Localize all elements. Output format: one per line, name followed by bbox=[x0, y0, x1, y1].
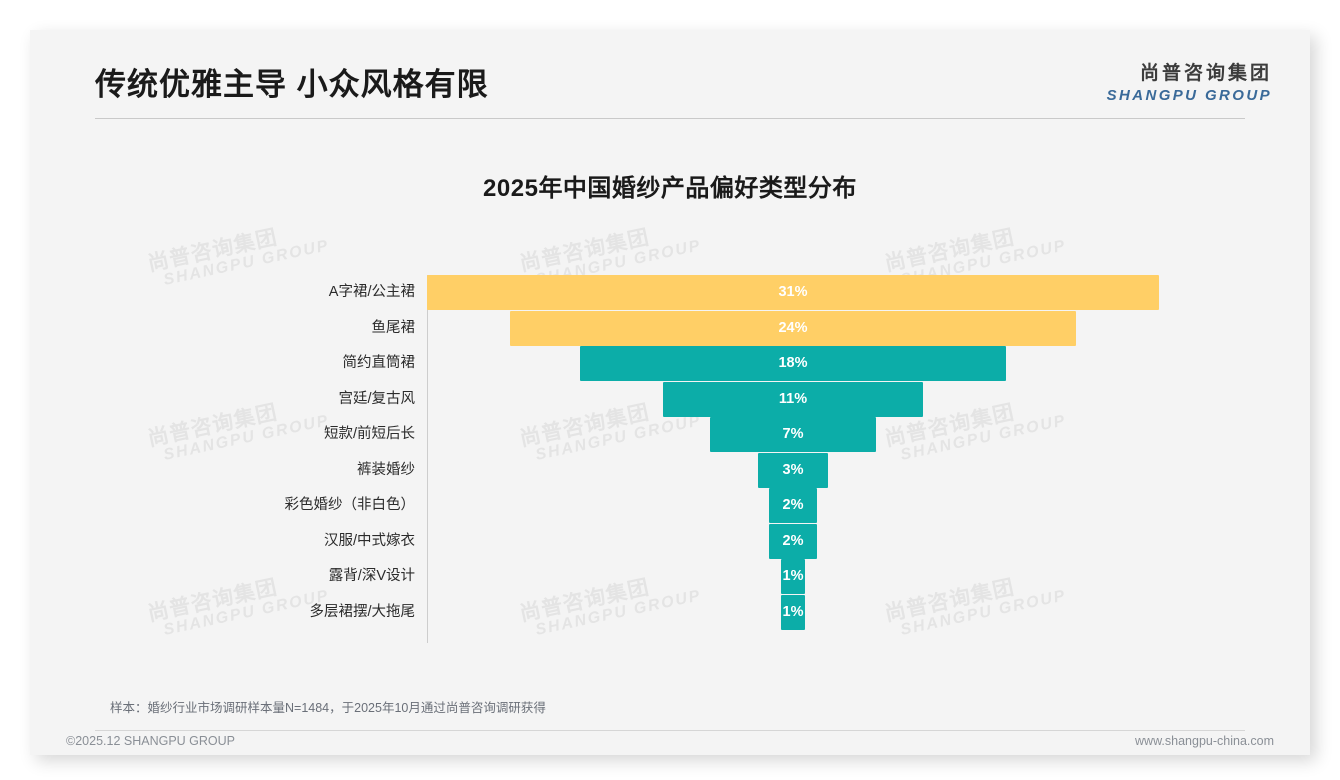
category-label: 露背/深V设计 bbox=[328, 568, 415, 584]
bar-value-label: 31% bbox=[778, 284, 808, 300]
bar-value-label: 2% bbox=[782, 497, 804, 513]
y-axis-line bbox=[427, 275, 428, 643]
category-label: 鱼尾裙 bbox=[371, 319, 416, 336]
category-label: 短款/前短后长 bbox=[323, 426, 415, 442]
bar-value-label: 1% bbox=[782, 568, 804, 584]
sample-note: 样本：婚纱行业市场调研样本量N=1484，于2025年10月通过尚普咨询调研获得 bbox=[110, 701, 546, 715]
logo-text-cn: 尚普咨询集团 bbox=[1139, 63, 1272, 84]
chart-row: 汉服/中式嫁衣 2% bbox=[100, 523, 1240, 559]
footnote-divider bbox=[95, 730, 1245, 731]
bar[interactable] bbox=[427, 275, 1159, 310]
chart-row: 露背/深V设计 1% bbox=[100, 559, 1240, 594]
chart-row: 多层裙摆/大拖尾 1% bbox=[100, 594, 1240, 630]
bar[interactable] bbox=[710, 417, 876, 452]
bar[interactable] bbox=[769, 523, 817, 559]
category-label: 简约直筒裙 bbox=[342, 355, 416, 371]
bar[interactable] bbox=[769, 488, 817, 523]
bar-value-label: 2% bbox=[782, 532, 804, 549]
category-label: 裤装婚纱 bbox=[357, 461, 415, 478]
chart-row: 裤装婚纱 3% bbox=[100, 452, 1240, 488]
category-label: 宫廷/复古风 bbox=[338, 390, 415, 407]
page-title: 传统优雅主导 小众风格有限 bbox=[95, 67, 489, 102]
brand-logo: 尚普咨询集团 SHANGPU GROUP bbox=[1107, 58, 1272, 104]
bar-value-label: 11% bbox=[778, 390, 808, 407]
copyright-text: ©2025.12 SHANGPU GROUP bbox=[66, 734, 235, 748]
category-label: 彩色婚纱（非白色） bbox=[284, 497, 416, 513]
bar-value-label: 3% bbox=[782, 461, 804, 478]
logo-text-en: SHANGPU GROUP bbox=[1106, 87, 1272, 104]
bar[interactable] bbox=[781, 594, 805, 630]
bar[interactable] bbox=[757, 452, 829, 488]
chart-row: 彩色婚纱（非白色） 2% bbox=[100, 488, 1240, 523]
bar[interactable] bbox=[663, 381, 923, 417]
category-label: 多层裙摆/大拖尾 bbox=[309, 603, 415, 620]
chart-row: 宫廷/复古风 11% bbox=[100, 381, 1240, 417]
bar[interactable] bbox=[580, 346, 1006, 381]
category-label: 汉服/中式嫁衣 bbox=[323, 532, 415, 549]
chart-row: 短款/前短后长 7% bbox=[100, 417, 1240, 452]
bar-value-label: 18% bbox=[778, 355, 808, 371]
bar[interactable] bbox=[781, 559, 805, 594]
bar-value-label: 24% bbox=[778, 319, 808, 336]
funnel-bar-chart: A字裙/公主裙 31% 鱼尾裙 24% 简约直筒裙 18% 宫廷/复古风 11% 短款/前短后长… bbox=[100, 255, 1240, 645]
chart-row: A字裙/公主裙 31% bbox=[100, 275, 1240, 310]
slide-panel: 尚普咨询集团 SHANGPU GROUP 尚普咨询集团 SHANGPU GROU… bbox=[30, 30, 1310, 755]
bar-value-label: 1% bbox=[782, 603, 804, 620]
chart-title: 2025年中国婚纱产品偏好类型分布 bbox=[483, 175, 857, 202]
category-label: A字裙/公主裙 bbox=[328, 284, 415, 300]
slide-header: 传统优雅主导 小众风格有限 尚普咨询集团 SHANGPU GROUP bbox=[30, 30, 1310, 122]
bar[interactable] bbox=[509, 310, 1077, 346]
website-link[interactable]: www.shangpu-china.com bbox=[1135, 734, 1274, 748]
header-divider bbox=[95, 118, 1245, 119]
chart-row: 鱼尾裙 24% bbox=[100, 310, 1240, 346]
chart-row: 简约直筒裙 18% bbox=[100, 346, 1240, 381]
footnote-area: 样本：婚纱行业市场调研样本量N=1484，于2025年10月通过尚普咨询调研获得 bbox=[30, 685, 1310, 731]
bar-value-label: 7% bbox=[782, 426, 804, 442]
slide-footer: ©2025.12 SHANGPU GROUP www.shangpu-china… bbox=[30, 730, 1310, 755]
